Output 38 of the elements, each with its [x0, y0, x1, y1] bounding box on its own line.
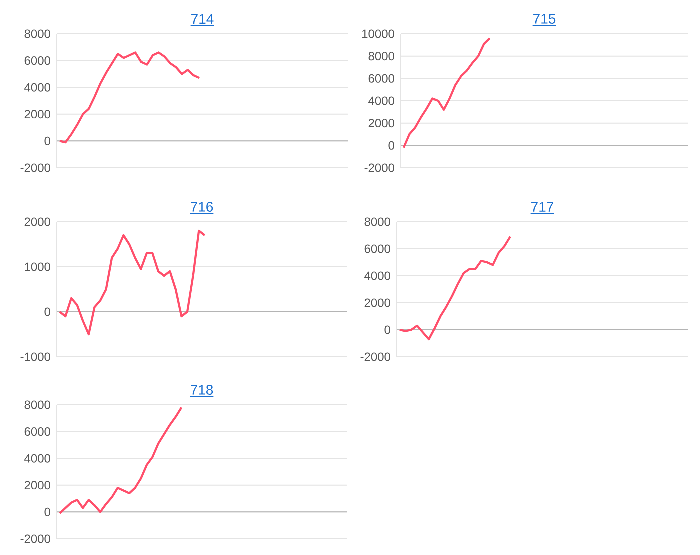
y-tick-label: 8000: [24, 400, 50, 410]
y-tick-label: 8000: [368, 52, 394, 61]
y-tick-label: 4000: [364, 272, 390, 280]
y-tick-label: 8000: [364, 218, 390, 226]
y-tick-label: 6000: [364, 244, 390, 254]
chart-title: 715: [534, 14, 556, 24]
line-series: [58, 230, 206, 336]
y-tick-label: 2000: [364, 298, 390, 308]
y-tick-label: 10000: [362, 30, 394, 38]
line-series: [58, 406, 183, 515]
y-tick-label: 4000: [24, 454, 50, 463]
y-tick-label: 2000: [24, 481, 50, 490]
chart-title: 716: [191, 202, 214, 212]
y-tick-label: 8000: [24, 30, 50, 38]
y-tick-label: 0: [44, 136, 50, 146]
y-tick-label: -1000: [20, 352, 50, 362]
y-tick-label: 6000: [24, 56, 50, 66]
chart-title: 714: [192, 14, 214, 24]
y-tick-label: 4000: [24, 83, 50, 92]
line-series: [398, 236, 512, 341]
y-tick-label: 1000: [25, 262, 50, 272]
y-tick-label: -2000: [360, 352, 390, 362]
y-tick-label: 0: [44, 508, 50, 516]
y-tick-label: 2000: [368, 119, 394, 128]
y-tick-label: 4000: [368, 96, 394, 106]
y-tick-label: 6000: [368, 74, 394, 83]
y-tick-label: -2000: [20, 164, 50, 172]
y-tick-label: 0: [384, 326, 390, 334]
y-tick-label: 2000: [24, 110, 50, 119]
line-series: [402, 37, 492, 149]
y-tick-label: -2000: [20, 534, 50, 544]
chart-title: 718: [191, 385, 214, 395]
y-tick-label: 2000: [24, 218, 50, 226]
chart-title: 717: [532, 202, 554, 212]
y-tick-label: -2000: [364, 164, 394, 172]
y-tick-label: 0: [44, 308, 50, 316]
y-tick-label: 6000: [24, 428, 50, 436]
y-tick-label: 0: [388, 141, 394, 150]
